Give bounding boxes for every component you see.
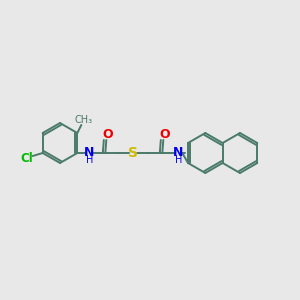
Text: H: H [175, 155, 182, 165]
Text: Cl: Cl [20, 152, 33, 166]
Text: O: O [102, 128, 112, 140]
Text: H: H [85, 155, 93, 165]
Text: N: N [173, 146, 184, 160]
Text: S: S [128, 146, 138, 160]
Text: O: O [159, 128, 169, 140]
Text: N: N [84, 146, 94, 160]
Text: CH₃: CH₃ [74, 115, 92, 125]
